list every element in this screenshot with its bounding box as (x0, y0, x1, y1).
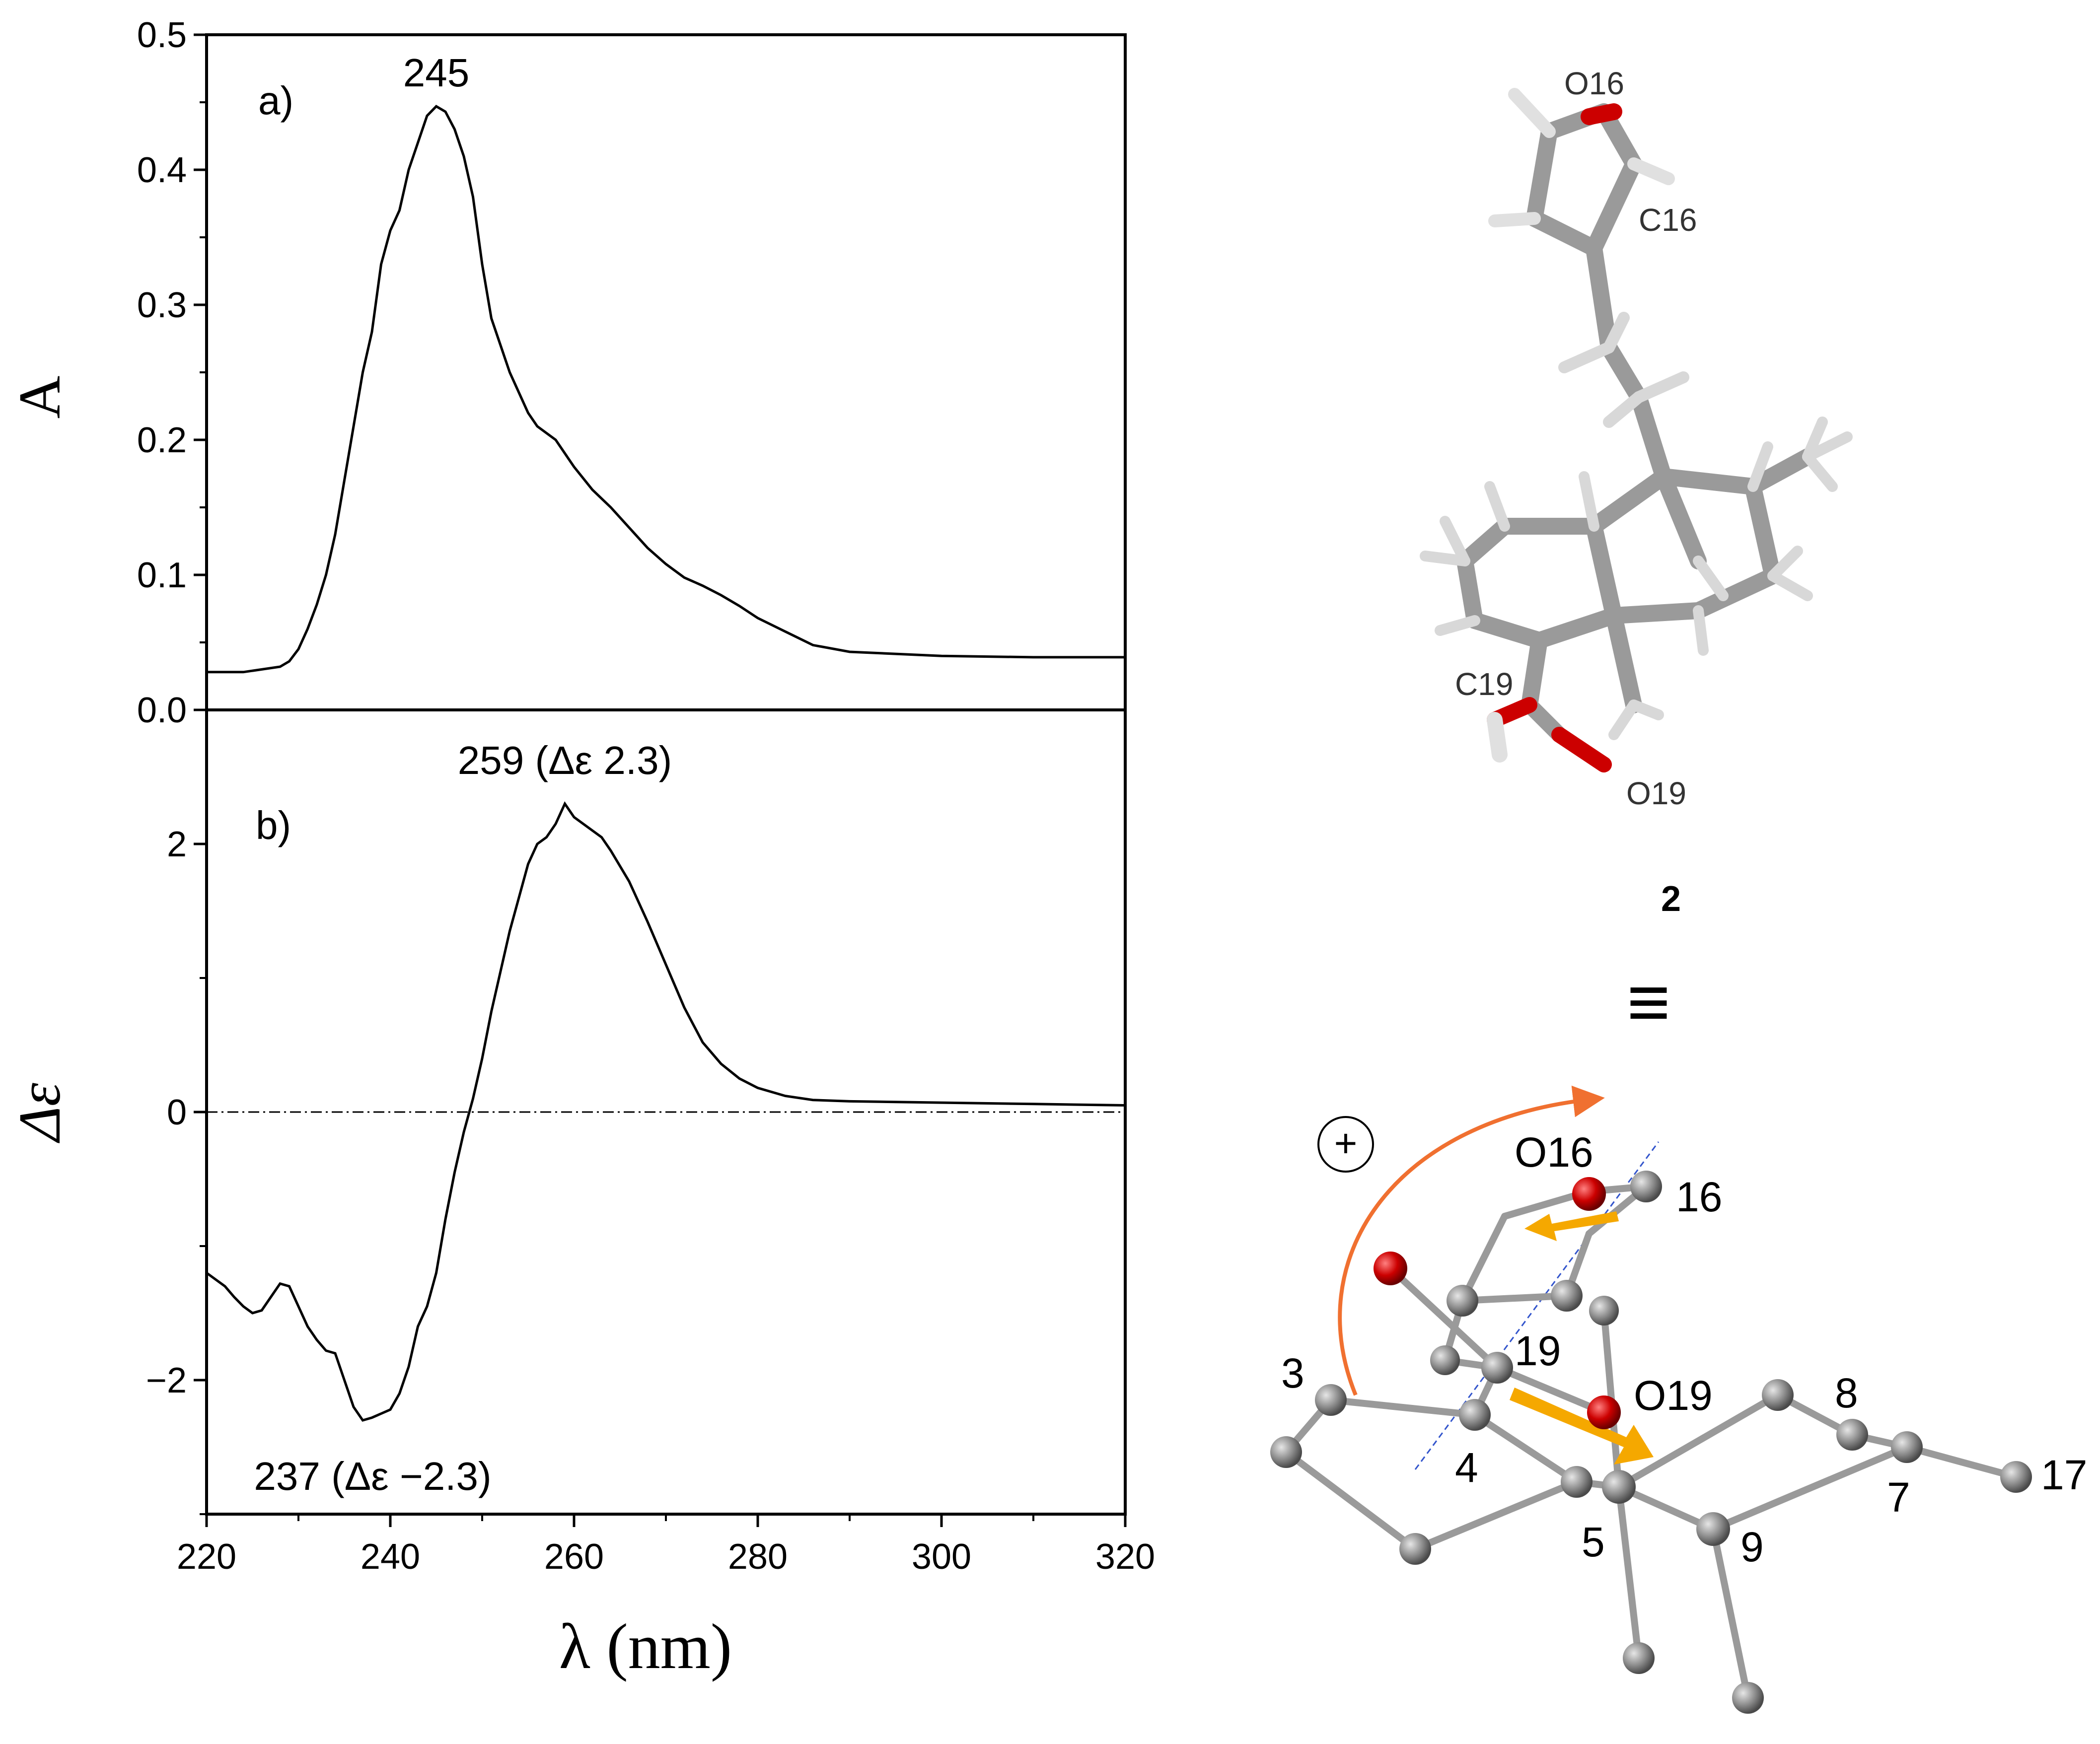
peak-label-259: 259 (Δε 2.3) (458, 738, 672, 782)
absorbance-series-line (207, 105, 1125, 674)
furan-ring (1526, 103, 1642, 257)
label-top-c19: C19 (1455, 666, 1513, 702)
x-axis-tick-label: 240 (361, 1537, 420, 1577)
panel-a-frame (205, 33, 1127, 711)
label-top-o16: O16 (1564, 66, 1624, 101)
panel-a-label: a) (258, 78, 293, 123)
plus-sign: + (1317, 1116, 1374, 1173)
cd-chart: −202 220 240 260 280 300 320 b) 259 (Δε 2.3) … (6, 708, 1155, 1682)
label-19: 19 (1515, 1327, 1561, 1374)
panel-b-y-ticks (194, 709, 207, 1515)
svg-text:+: + (1334, 1121, 1358, 1165)
panel-b-y-tick-label: 0 (167, 1093, 187, 1132)
x-axis-tick-label: 260 (544, 1537, 604, 1577)
x-axis-title: λ (nm) (559, 1611, 732, 1682)
label-3: 3 (1281, 1350, 1304, 1396)
chromophore-axis (1414, 1141, 1660, 1470)
furan-hydrogens (1488, 88, 1675, 227)
panel-a-y-axis-title: A (6, 376, 72, 419)
label-16: 16 (1676, 1174, 1722, 1220)
equivalence-symbol: ≡ (1627, 960, 1670, 1044)
panel-a-y-tick-label: 0.4 (137, 150, 187, 190)
x-axis-tick-label: 300 (912, 1537, 971, 1577)
panel-a-y-ticks (194, 33, 207, 711)
label-8: 8 (1835, 1370, 1858, 1416)
panel-b-y-axis-title: Δε (6, 1082, 72, 1143)
label-7: 7 (1887, 1474, 1910, 1521)
oxygen-atoms (1374, 1177, 1621, 1429)
label-o16: O16 (1515, 1129, 1593, 1176)
x-axis-tick-label: 320 (1095, 1537, 1155, 1577)
label-top-o19: O19 (1626, 775, 1686, 811)
label-4: 4 (1455, 1444, 1478, 1491)
compound-number: 2 (1661, 879, 1681, 919)
x-axis-tick-label: 280 (728, 1537, 788, 1577)
panel-a-y-tick-label: 0.5 (137, 15, 187, 55)
panel-b-y-tick-label: −2 (146, 1361, 187, 1400)
panel-a-y-tick-label: 0.1 (137, 556, 187, 595)
cd-series-line (206, 801, 1126, 1422)
dipole-arrows (1510, 1211, 1654, 1465)
side-chain (1586, 240, 1672, 485)
core-hydrogens (1420, 417, 1853, 740)
peak-label-245: 245 (403, 51, 469, 95)
panel-b-label: b) (256, 803, 291, 847)
x-axis-tick-labels: 220 240 260 280 300 320 (177, 1537, 1155, 1577)
absorption-chart: 0.0 0.1 0.2 0.3 0.4 0.5 a) 245 A (6, 15, 1127, 730)
label-9: 9 (1740, 1524, 1764, 1570)
panel-a-y-tick-label: 0.3 (137, 285, 187, 325)
peak-label-237: 237 (Δε −2.3) (254, 1454, 491, 1498)
panel-b-y-tick-label: 2 (167, 825, 187, 864)
x-axis-ticks (205, 1514, 1127, 1527)
panel-a-y-tick-label: 0.0 (137, 691, 187, 730)
panel-a-y-tick-label: 0.2 (137, 420, 187, 460)
label-17: 17 (2041, 1452, 2087, 1498)
x-axis-tick-label: 220 (177, 1537, 236, 1577)
rotation-arrow (1338, 1085, 1605, 1396)
side-chain-hydrogens (1558, 312, 1689, 428)
label-o19: O19 (1634, 1372, 1713, 1419)
carbon-atoms (1270, 1171, 2032, 1714)
carboxyl-group (1487, 697, 1612, 772)
molecule-ball-and-stick: + (1270, 1085, 2087, 1714)
label-top-c16: C16 (1639, 202, 1697, 238)
label-5: 5 (1582, 1519, 1605, 1565)
decalin-core (1456, 448, 1816, 713)
molecule-stick-model: O16 C16 C19 O19 2 ≡ (1420, 66, 1853, 1044)
panel-b-y-tick-labels: −2 0 2 (146, 825, 187, 1400)
panel-a-y-tick-labels: 0.0 0.1 0.2 0.3 0.4 0.5 (137, 15, 187, 730)
